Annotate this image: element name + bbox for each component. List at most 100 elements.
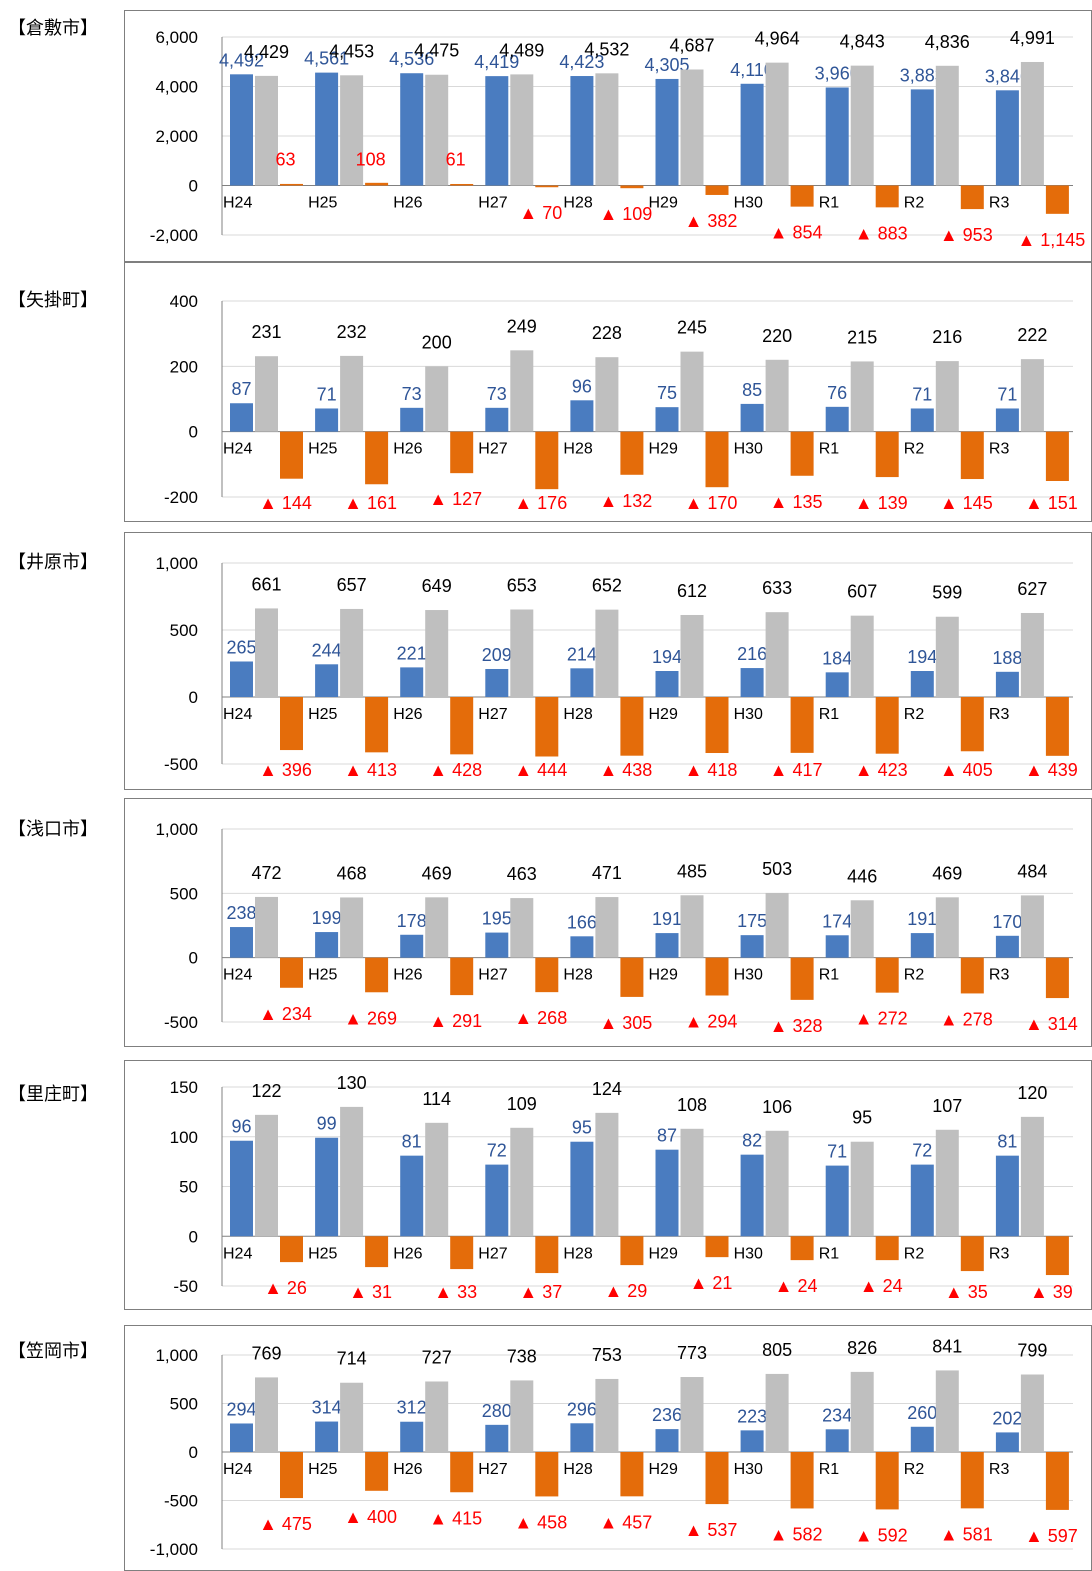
data-label-series-b: 215 (847, 327, 877, 347)
data-label-series-c: ▲ 439 (1025, 760, 1078, 780)
data-label-series-b: 649 (422, 576, 452, 596)
data-label-series-c: ▲ 582 (770, 1524, 823, 1544)
chart-title: 【浅口市】 (8, 819, 98, 840)
data-label-series-c: ▲ 269 (344, 1008, 397, 1028)
data-label-series-b: 4,687 (669, 35, 714, 55)
bar-series-b (510, 1380, 534, 1452)
bar-series-c (620, 185, 644, 189)
data-label-series-c: ▲ 161 (344, 493, 397, 513)
bar-series-a (655, 78, 679, 186)
category-label: R3 (989, 1461, 1010, 1478)
bar-series-a (485, 407, 509, 432)
category-label: H27 (478, 1245, 507, 1262)
y-tick-label: 6,000 (155, 28, 198, 47)
chart-title: 【井原市】 (8, 552, 98, 573)
bar-series-b (425, 366, 449, 432)
data-label-series-b: 4,429 (244, 42, 289, 62)
data-label-series-a: 234 (822, 1405, 852, 1425)
category-label: R3 (989, 706, 1010, 723)
data-label-series-b: 446 (847, 866, 877, 886)
y-tick-label: 200 (170, 357, 198, 376)
bar-series-a (910, 89, 934, 186)
bar-series-b (1020, 1116, 1044, 1237)
data-label-series-b: 469 (932, 863, 962, 883)
category-label: H30 (734, 967, 763, 984)
data-label-series-a: 72 (487, 1141, 507, 1161)
bar-series-b (510, 350, 534, 432)
data-label-series-c: ▲ 457 (599, 1512, 652, 1532)
category-label: H24 (223, 441, 252, 458)
data-label-series-a: 71 (317, 384, 337, 404)
data-label-series-b: 826 (847, 1338, 877, 1358)
y-tick-label: 500 (170, 621, 198, 640)
data-label-series-a: 4,305 (644, 55, 689, 75)
bar-series-a (655, 671, 679, 697)
data-label-series-b: 106 (762, 1097, 792, 1117)
category-label: H30 (734, 1245, 763, 1262)
bar-series-b (595, 357, 619, 432)
bar-series-b (595, 897, 619, 958)
bar-series-a (655, 407, 679, 432)
category-label: R1 (819, 1461, 840, 1478)
bar-series-c (960, 957, 984, 994)
data-label-series-a: 4,561 (304, 49, 349, 69)
category-label: R3 (989, 967, 1010, 984)
bar-series-b (765, 1373, 789, 1452)
bar-series-b (255, 608, 278, 697)
data-label-series-a: 73 (487, 384, 507, 404)
y-tick-label: 50 (179, 1178, 198, 1197)
category-label: R2 (904, 195, 925, 212)
bar-series-c (960, 1236, 984, 1272)
data-label-series-c: ▲ 145 (940, 493, 993, 513)
bar-series-c (620, 697, 644, 756)
bar-series-c (365, 1236, 389, 1268)
bar-series-c (535, 185, 559, 188)
data-label-series-a: 294 (226, 1399, 256, 1419)
data-label-series-b: 4,843 (840, 32, 885, 52)
bar-series-a (485, 668, 509, 697)
y-tick-label: 1,000 (155, 554, 198, 573)
bar-series-b (935, 616, 959, 697)
bar-series-c (365, 1452, 389, 1491)
bar-series-a (230, 1140, 253, 1237)
bar-series-c (705, 185, 729, 195)
bar-series-a (570, 400, 594, 432)
category-label: H26 (393, 706, 422, 723)
data-label-series-a: 87 (657, 1126, 677, 1146)
bar-series-c (875, 431, 899, 478)
data-label-series-b: 661 (251, 574, 281, 594)
data-label-series-a: 221 (397, 643, 427, 663)
bar-series-a (400, 667, 424, 697)
data-label-series-c: ▲ 592 (855, 1525, 908, 1545)
data-label-series-b: 231 (251, 322, 281, 342)
data-label-series-c: ▲ 135 (770, 492, 823, 512)
data-label-series-b: 4,489 (499, 40, 544, 60)
data-label-series-a: 214 (567, 644, 597, 664)
data-label-series-a: 236 (652, 1405, 682, 1425)
data-label-series-b: 612 (677, 581, 707, 601)
category-label: H25 (308, 967, 337, 984)
data-label-series-c: ▲ 21 (690, 1273, 733, 1293)
data-label-series-a: 244 (312, 640, 342, 660)
data-label-series-c: ▲ 70 (519, 203, 562, 223)
y-tick-label: 2,000 (155, 127, 198, 146)
data-label-series-a: 209 (482, 645, 512, 665)
chart-title: 【笠岡市】 (8, 1341, 98, 1362)
category-label: H29 (649, 195, 678, 212)
bar-series-c (450, 431, 474, 474)
y-tick-label: 0 (189, 177, 198, 196)
category-label: H28 (563, 1245, 592, 1262)
data-label-series-c: ▲ 268 (514, 1008, 567, 1028)
bar-series-c (535, 957, 559, 993)
data-label-series-c: ▲ 24 (775, 1276, 818, 1296)
data-label-series-a: 95 (572, 1118, 592, 1138)
bar-series-b (425, 610, 449, 697)
bar-series-a (995, 1155, 1019, 1237)
bar-series-b (510, 74, 534, 186)
data-label-series-c: ▲ 1,145 (1017, 230, 1085, 250)
category-label: R3 (989, 441, 1010, 458)
bar-series-a (315, 664, 339, 697)
data-label-series-b: 4,475 (414, 41, 459, 61)
data-label-series-a: 82 (742, 1131, 762, 1151)
